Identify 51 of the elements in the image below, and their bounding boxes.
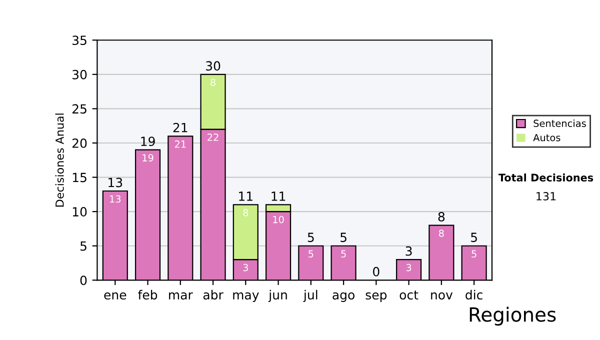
x-tick-label: oct (400, 290, 418, 300)
x-tick-label: sep (366, 292, 387, 302)
data-label: 8 (243, 209, 248, 216)
x-tick-label: feb (138, 290, 158, 300)
total-label: 30 (206, 61, 220, 71)
text: 131 (536, 192, 556, 200)
x-tick-label: mar (169, 292, 193, 300)
data-label: 3 (243, 264, 248, 272)
total-label: 11 (272, 192, 286, 201)
total-label: 0 (373, 266, 380, 276)
legend-label: Autos (533, 134, 560, 142)
x-tick-label: ene (104, 292, 126, 300)
text: Total Decisiones (498, 173, 594, 182)
total-label: 11 (239, 192, 252, 201)
x-tick-label: abr (203, 290, 224, 300)
data-label: 8 (438, 230, 444, 237)
data-label: 5 (472, 250, 476, 258)
data-label: 13 (110, 195, 121, 203)
data-label: 22 (208, 134, 218, 141)
total-label: 21 (173, 122, 188, 132)
legend-label: Sentencias (534, 119, 586, 128)
y-tick-label: 35 (72, 36, 86, 46)
data-label: 21 (174, 140, 186, 148)
y-tick-label: 25 (72, 104, 86, 114)
x-tick-label: may (233, 292, 259, 302)
x-tick-label: jul (303, 290, 318, 302)
y-tick-label: 20 (72, 138, 87, 148)
y-tick-label: 10 (72, 207, 87, 217)
total-label: 8 (438, 212, 445, 222)
x-tick-label: jun (268, 290, 287, 302)
data-label: 19 (142, 154, 154, 162)
total-label: 13 (108, 178, 122, 188)
y-tick-label: 15 (72, 172, 86, 182)
total-label: 3 (406, 246, 412, 256)
data-label: 8 (210, 78, 216, 86)
total-label: 5 (308, 232, 314, 242)
y-tick-label: 0 (80, 276, 87, 286)
x-tick-label: ago (332, 292, 354, 302)
data-label: 10 (273, 216, 284, 224)
total-label: 19 (141, 136, 155, 146)
data-label: 5 (341, 250, 346, 258)
y-tick-label: 30 (72, 70, 87, 80)
y-axis-title: Decisiones Anual (55, 114, 64, 207)
y-tick-label: 5 (80, 242, 86, 251)
total-label: 5 (471, 232, 477, 242)
x-tick-label: dic (466, 290, 482, 300)
data-label: 5 (308, 250, 314, 258)
x-tick-label: nov (431, 292, 453, 300)
data-label: 3 (406, 264, 412, 272)
total-label: 5 (340, 232, 346, 242)
text: Regiones (470, 306, 556, 326)
